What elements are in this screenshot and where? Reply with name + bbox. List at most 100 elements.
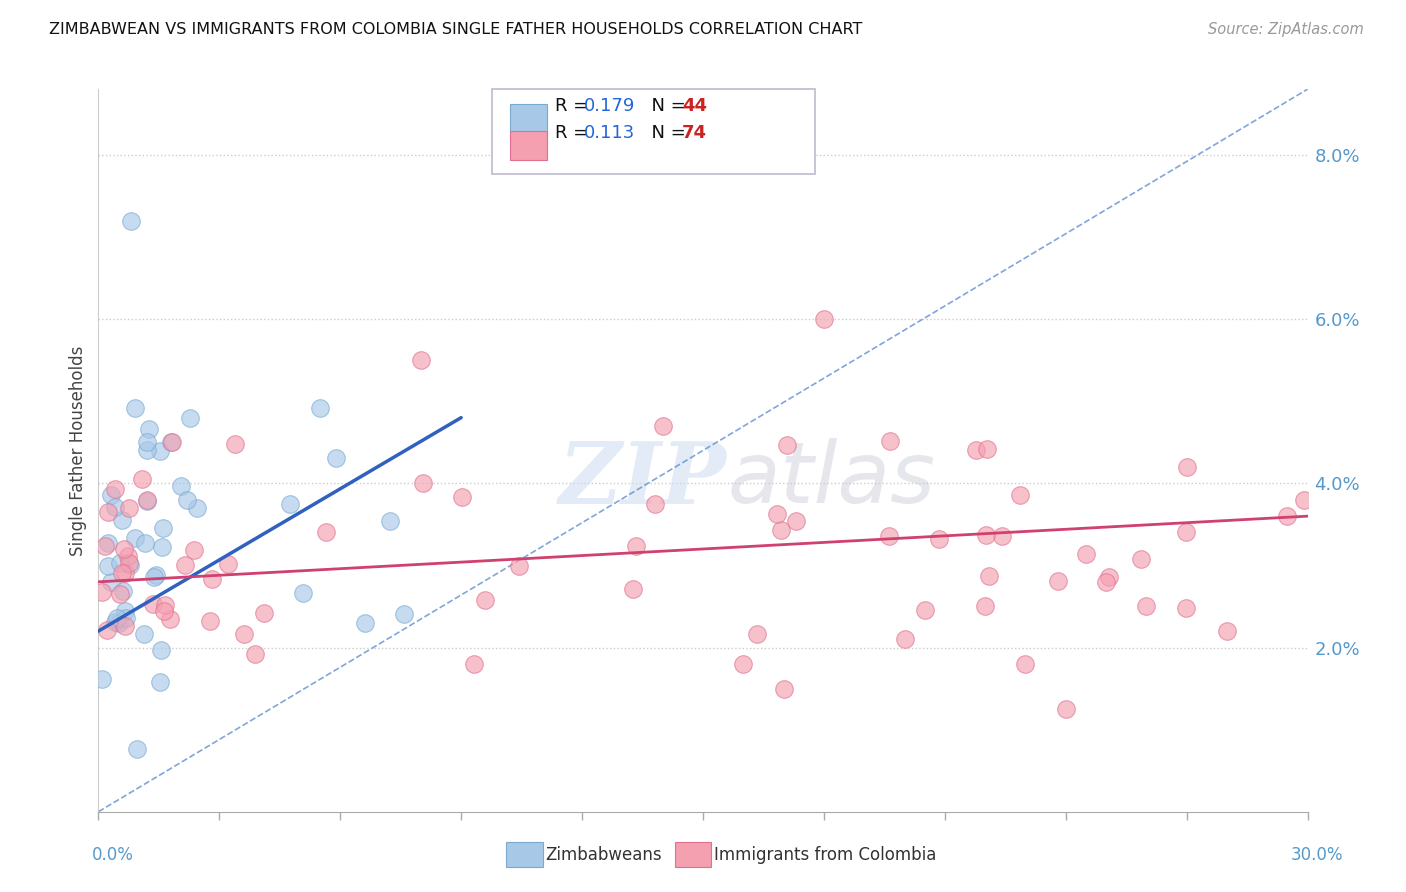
Point xyxy=(96,624,118,638)
Point xyxy=(110,586,132,600)
Point xyxy=(149,674,172,689)
Point xyxy=(772,681,794,696)
Point xyxy=(114,604,136,618)
Y-axis label: Single Father Households: Single Father Households xyxy=(69,345,87,556)
Point xyxy=(91,672,114,686)
Point xyxy=(160,434,183,449)
Point xyxy=(733,657,755,671)
Text: R =: R = xyxy=(555,124,595,142)
Point xyxy=(117,549,139,563)
Point xyxy=(893,632,915,647)
Point xyxy=(785,514,807,528)
Point xyxy=(1174,600,1197,615)
Point xyxy=(145,567,167,582)
Point xyxy=(105,611,128,625)
Point xyxy=(1014,657,1036,671)
Text: Immigrants from Colombia: Immigrants from Colombia xyxy=(714,846,936,863)
Text: ZIMBABWEAN VS IMMIGRANTS FROM COLOMBIA SINGLE FATHER HOUSEHOLDS CORRELATION CHAR: ZIMBABWEAN VS IMMIGRANTS FROM COLOMBIA S… xyxy=(49,22,863,37)
Point xyxy=(136,492,159,507)
Point xyxy=(149,443,172,458)
Point xyxy=(143,570,166,584)
Point xyxy=(124,531,146,545)
Point xyxy=(176,492,198,507)
Point xyxy=(1097,570,1119,584)
Point xyxy=(104,615,127,629)
Point xyxy=(112,542,135,557)
Point xyxy=(769,523,792,537)
Point xyxy=(624,539,647,553)
Point xyxy=(974,527,997,541)
Point xyxy=(170,479,193,493)
Point xyxy=(104,500,127,514)
Text: 44: 44 xyxy=(682,97,707,115)
Point xyxy=(97,505,120,519)
Point xyxy=(111,584,134,599)
Point xyxy=(127,742,149,756)
Point xyxy=(1129,551,1152,566)
Point xyxy=(118,500,141,515)
Point xyxy=(201,572,224,586)
Point xyxy=(965,443,987,458)
Text: 0.113: 0.113 xyxy=(583,124,634,142)
Point xyxy=(508,559,530,574)
Point xyxy=(315,524,337,539)
Point xyxy=(115,611,138,625)
Point xyxy=(134,536,156,550)
Point xyxy=(142,597,165,611)
Point xyxy=(120,213,142,227)
Point xyxy=(153,598,176,612)
Point xyxy=(100,575,122,590)
Point xyxy=(1095,574,1118,589)
Point xyxy=(474,592,496,607)
Point xyxy=(153,603,176,617)
Point xyxy=(380,514,402,528)
Point xyxy=(409,353,432,368)
Point xyxy=(183,543,205,558)
Point xyxy=(1292,492,1315,507)
Point xyxy=(149,643,172,657)
Text: Source: ZipAtlas.com: Source: ZipAtlas.com xyxy=(1208,22,1364,37)
Text: 74: 74 xyxy=(682,124,707,142)
Point xyxy=(392,607,415,622)
Point xyxy=(253,606,276,620)
Point xyxy=(879,434,901,448)
Point xyxy=(91,585,114,599)
Point xyxy=(1074,547,1097,561)
Point xyxy=(325,451,347,466)
Point xyxy=(179,411,201,425)
Point xyxy=(292,585,315,599)
Point xyxy=(745,626,768,640)
Text: ZIP: ZIP xyxy=(560,438,727,521)
Point xyxy=(97,536,120,550)
Point xyxy=(451,490,474,504)
Point xyxy=(412,476,434,491)
Point xyxy=(651,418,673,433)
Point xyxy=(131,472,153,486)
Text: N =: N = xyxy=(640,97,692,115)
Point xyxy=(120,558,142,573)
Point xyxy=(243,648,266,662)
Point xyxy=(111,513,134,527)
Point xyxy=(159,612,181,626)
Point xyxy=(1174,524,1197,539)
Point xyxy=(152,521,174,535)
Point xyxy=(914,602,936,616)
Point xyxy=(100,488,122,502)
Point xyxy=(97,559,120,574)
Text: 0.0%: 0.0% xyxy=(91,846,134,863)
Point xyxy=(138,422,160,436)
Point xyxy=(1277,509,1299,524)
Point xyxy=(1047,574,1070,588)
Point xyxy=(309,401,332,415)
Text: 0.179: 0.179 xyxy=(583,97,636,115)
Point xyxy=(160,435,183,450)
Point xyxy=(775,438,797,452)
Point xyxy=(991,529,1014,543)
Point xyxy=(353,615,375,630)
Point xyxy=(118,556,141,570)
Text: Zimbabweans: Zimbabweans xyxy=(546,846,662,863)
Point xyxy=(94,539,117,553)
Text: R =: R = xyxy=(555,97,595,115)
Point xyxy=(107,616,129,631)
Point xyxy=(135,435,157,450)
